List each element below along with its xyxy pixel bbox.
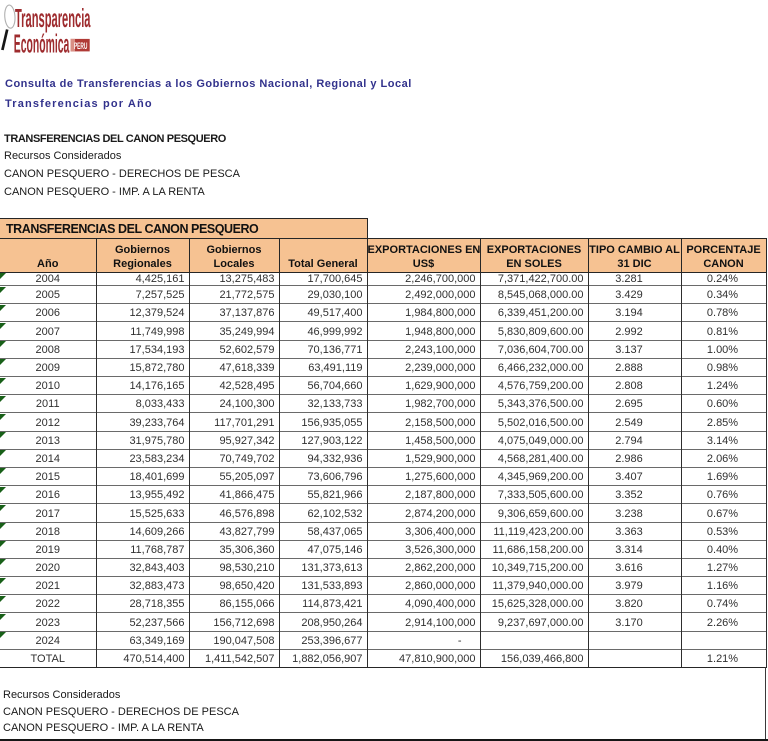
svg-text:Económica: Económica — [14, 28, 70, 58]
svg-text:PERU: PERU — [74, 41, 88, 52]
svg-text:Transparencia: Transparencia — [15, 3, 91, 33]
